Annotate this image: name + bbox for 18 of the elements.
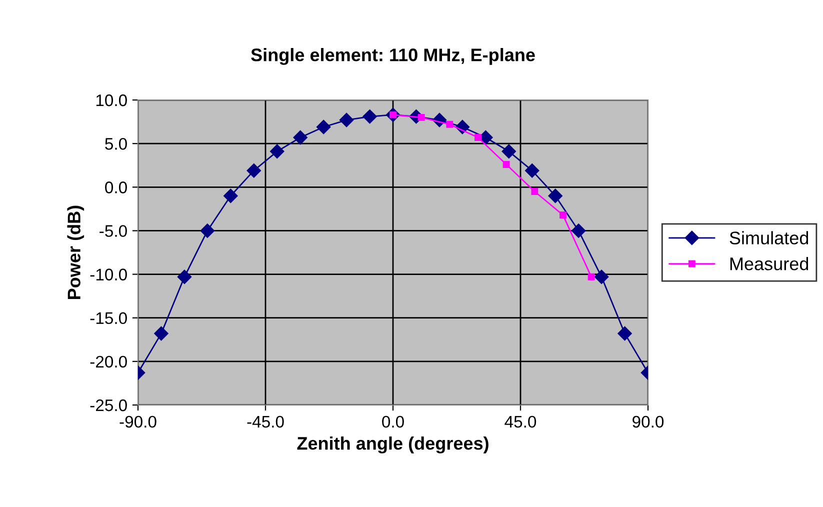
- y-tick-label: -25.0: [90, 399, 127, 412]
- y-axis-title: Power (dB): [67, 206, 84, 299]
- x-tick-label: 90.0: [632, 416, 664, 428]
- y-tick-label: 0.0: [105, 182, 127, 194]
- x-tick-label: -90.0: [120, 416, 156, 428]
- y-tick-label: 10.0: [96, 94, 127, 106]
- x-axis-title: Zenith angle (degrees): [297, 436, 488, 454]
- legend-label: Measured: [730, 257, 808, 270]
- chart-title: Single element: 110 MHz, E-plane: [251, 48, 535, 65]
- y-tick-label: -20.0: [90, 356, 127, 368]
- x-tick-label: 0.0: [382, 416, 404, 428]
- x-tick-label: -45.0: [247, 416, 284, 428]
- y-tick-label: -10.0: [90, 268, 127, 280]
- y-tick-label: -15.0: [90, 312, 127, 324]
- x-tick-label: 45.0: [504, 416, 536, 428]
- y-tick-label: -5.0: [100, 225, 127, 237]
- legend-label: Simulated: [730, 231, 808, 244]
- y-tick-label: 5.0: [105, 138, 127, 150]
